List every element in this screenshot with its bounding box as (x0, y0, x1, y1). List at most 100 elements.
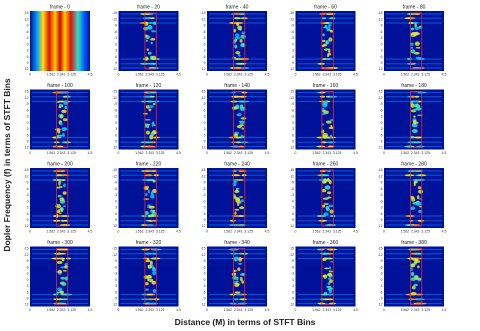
blob (152, 179, 156, 183)
streak (209, 302, 265, 305)
y-tick-label: -12 (201, 96, 206, 100)
y-tick-label: -15 (112, 11, 117, 15)
y-tick-label: -6 (379, 265, 382, 269)
blob (330, 119, 334, 122)
y-tick-label: -3 (114, 272, 117, 276)
x-tick-label: 4.5 (353, 73, 358, 77)
hotspot (145, 100, 155, 103)
hotspot (320, 252, 330, 255)
y-tick-label: 12 (25, 224, 29, 228)
hotspot (404, 224, 415, 226)
y-tick-label: -15 (378, 11, 383, 15)
y-tick-label: 6 (292, 133, 294, 137)
x-tick-label: 4.5 (442, 151, 447, 155)
blob (234, 208, 240, 211)
heatmap (118, 89, 179, 150)
y-tick-label: 3 (204, 284, 206, 288)
hotspot (415, 302, 423, 305)
x-tick-label: 0 (118, 308, 120, 312)
blob (322, 258, 327, 262)
y-tick-label: -3 (25, 115, 28, 119)
hotspot (143, 95, 151, 98)
panel-title: frame - 160 (313, 83, 339, 89)
hotspot (408, 298, 415, 301)
x-tick-label: 3.125 (421, 73, 430, 77)
y-tick-label: -15 (378, 168, 383, 172)
hotspot (148, 302, 159, 305)
heatmap (384, 246, 444, 307)
y-tick-label: 0 (115, 199, 117, 203)
blob (325, 48, 329, 50)
blob (411, 285, 416, 290)
blob (235, 33, 240, 37)
blob (328, 266, 332, 270)
y-tick-label: 12 (290, 303, 294, 307)
blob (151, 280, 157, 285)
hotspot (319, 219, 326, 222)
y-tick-label: 12 (379, 303, 383, 307)
y-tick-label: -6 (291, 30, 294, 34)
blob (326, 285, 332, 289)
x-tick-label: 0 (118, 73, 120, 77)
blob (240, 199, 244, 202)
y-tick-label: 6 (381, 212, 383, 216)
blob (144, 211, 149, 215)
x-tick-label: 0 (295, 230, 297, 234)
y-tick-label: 6 (292, 212, 294, 216)
blob (419, 198, 422, 200)
x-tick-label: 1.562 (401, 73, 410, 77)
hotspot (239, 298, 247, 301)
hotspot (65, 95, 70, 98)
blob (329, 279, 333, 283)
panel-title: frame - 320 (136, 240, 162, 246)
y-tick-label: -6 (379, 108, 382, 112)
blob (152, 103, 156, 106)
blob (234, 36, 241, 40)
blob (236, 22, 239, 27)
y-tick-label: 3 (204, 49, 206, 53)
hotspot (327, 293, 334, 296)
x-tick-label: 3.125 (67, 151, 76, 155)
x-tick-label: 3.125 (156, 308, 165, 312)
panel-title: frame - 380 (401, 240, 427, 246)
y-tick-label: -12 (289, 253, 294, 257)
heatmap-bg (118, 168, 179, 228)
y-tick-label: -15 (378, 247, 383, 251)
heatmap-bg (207, 89, 267, 150)
blob (325, 120, 332, 124)
x-tick-label: 1.562 (401, 308, 410, 312)
blob (323, 291, 328, 295)
blob (414, 23, 417, 28)
blob (322, 132, 329, 138)
x-tick-label: 4.5 (265, 308, 270, 312)
y-tick-label: -6 (291, 108, 294, 112)
hotspot (321, 17, 327, 20)
y-tick-label: 0 (204, 121, 206, 125)
y-tick-label: 3 (27, 284, 29, 288)
x-tick-label: 2.343 (234, 308, 243, 312)
y-tick-label: 0 (115, 121, 117, 125)
x-tick-label: 2.343 (411, 230, 420, 234)
hotspot (237, 100, 247, 103)
y-tick-label: -6 (202, 30, 205, 34)
hotspot (329, 215, 336, 217)
y-tick-label: 9 (204, 61, 206, 65)
blob (62, 269, 67, 272)
blob (240, 273, 246, 276)
panel-title: frame - 240 (224, 162, 250, 168)
blob (410, 27, 414, 31)
y-tick-label: -9 (291, 24, 294, 28)
x-tick-label: 2.343 (322, 308, 331, 312)
blob (325, 26, 331, 31)
blob (147, 264, 152, 269)
blob (240, 43, 246, 48)
y-tick-label: -9 (202, 24, 205, 28)
y-tick-label: 3 (204, 127, 206, 131)
x-tick-label: 2.343 (145, 151, 154, 155)
blob (241, 127, 245, 130)
y-tick-label: 3 (381, 127, 383, 131)
red-box (409, 12, 423, 70)
y-tick-label: 0 (381, 278, 383, 282)
y-tick-label: -12 (201, 174, 206, 178)
hotspot (316, 145, 326, 148)
